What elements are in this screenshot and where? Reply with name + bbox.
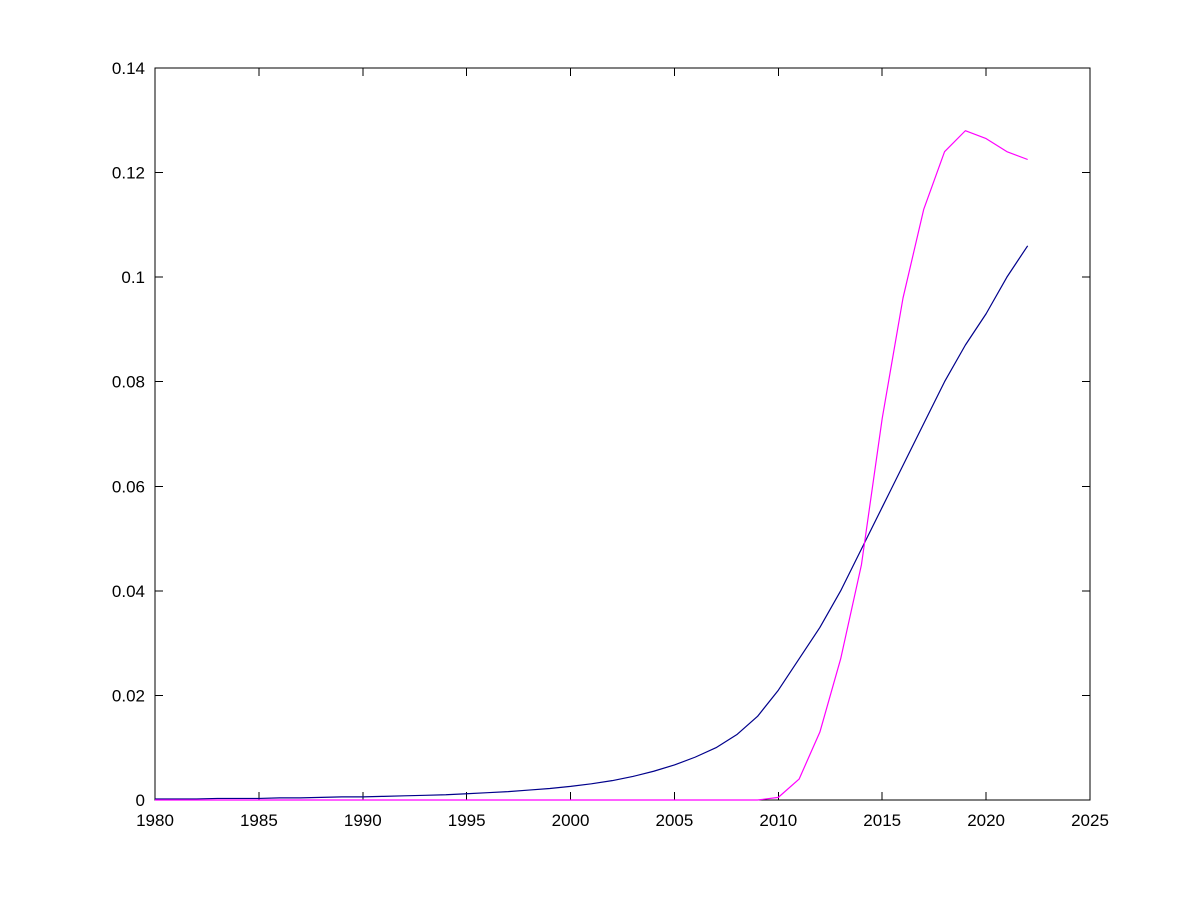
x-tick-label: 2020 (967, 811, 1005, 830)
x-tick-label: 1985 (240, 811, 278, 830)
y-tick-label: 0.12 (112, 164, 145, 183)
x-tick-label: 2025 (1071, 811, 1109, 830)
y-tick-label: 0.04 (112, 582, 145, 601)
x-tick-label: 1980 (136, 811, 174, 830)
y-tick-label: 0 (136, 791, 145, 810)
x-tick-label: 2015 (863, 811, 901, 830)
blue-series (155, 245, 1029, 800)
magenta-series (155, 130, 1028, 801)
y-tick-label: 0.08 (112, 373, 145, 392)
x-tick-label: 2000 (552, 811, 590, 830)
x-tick-label: 2005 (656, 811, 694, 830)
axes-box (154, 67, 1091, 801)
x-tick-label: 2010 (759, 811, 797, 830)
y-tick-label: 0.14 (112, 59, 145, 78)
y-tick-label: 0.06 (112, 477, 145, 496)
y-tick-label: 0.1 (121, 268, 145, 287)
y-tick-label: 0.02 (112, 686, 145, 705)
x-tick-label: 1990 (344, 811, 382, 830)
x-tick-label: 1995 (448, 811, 486, 830)
